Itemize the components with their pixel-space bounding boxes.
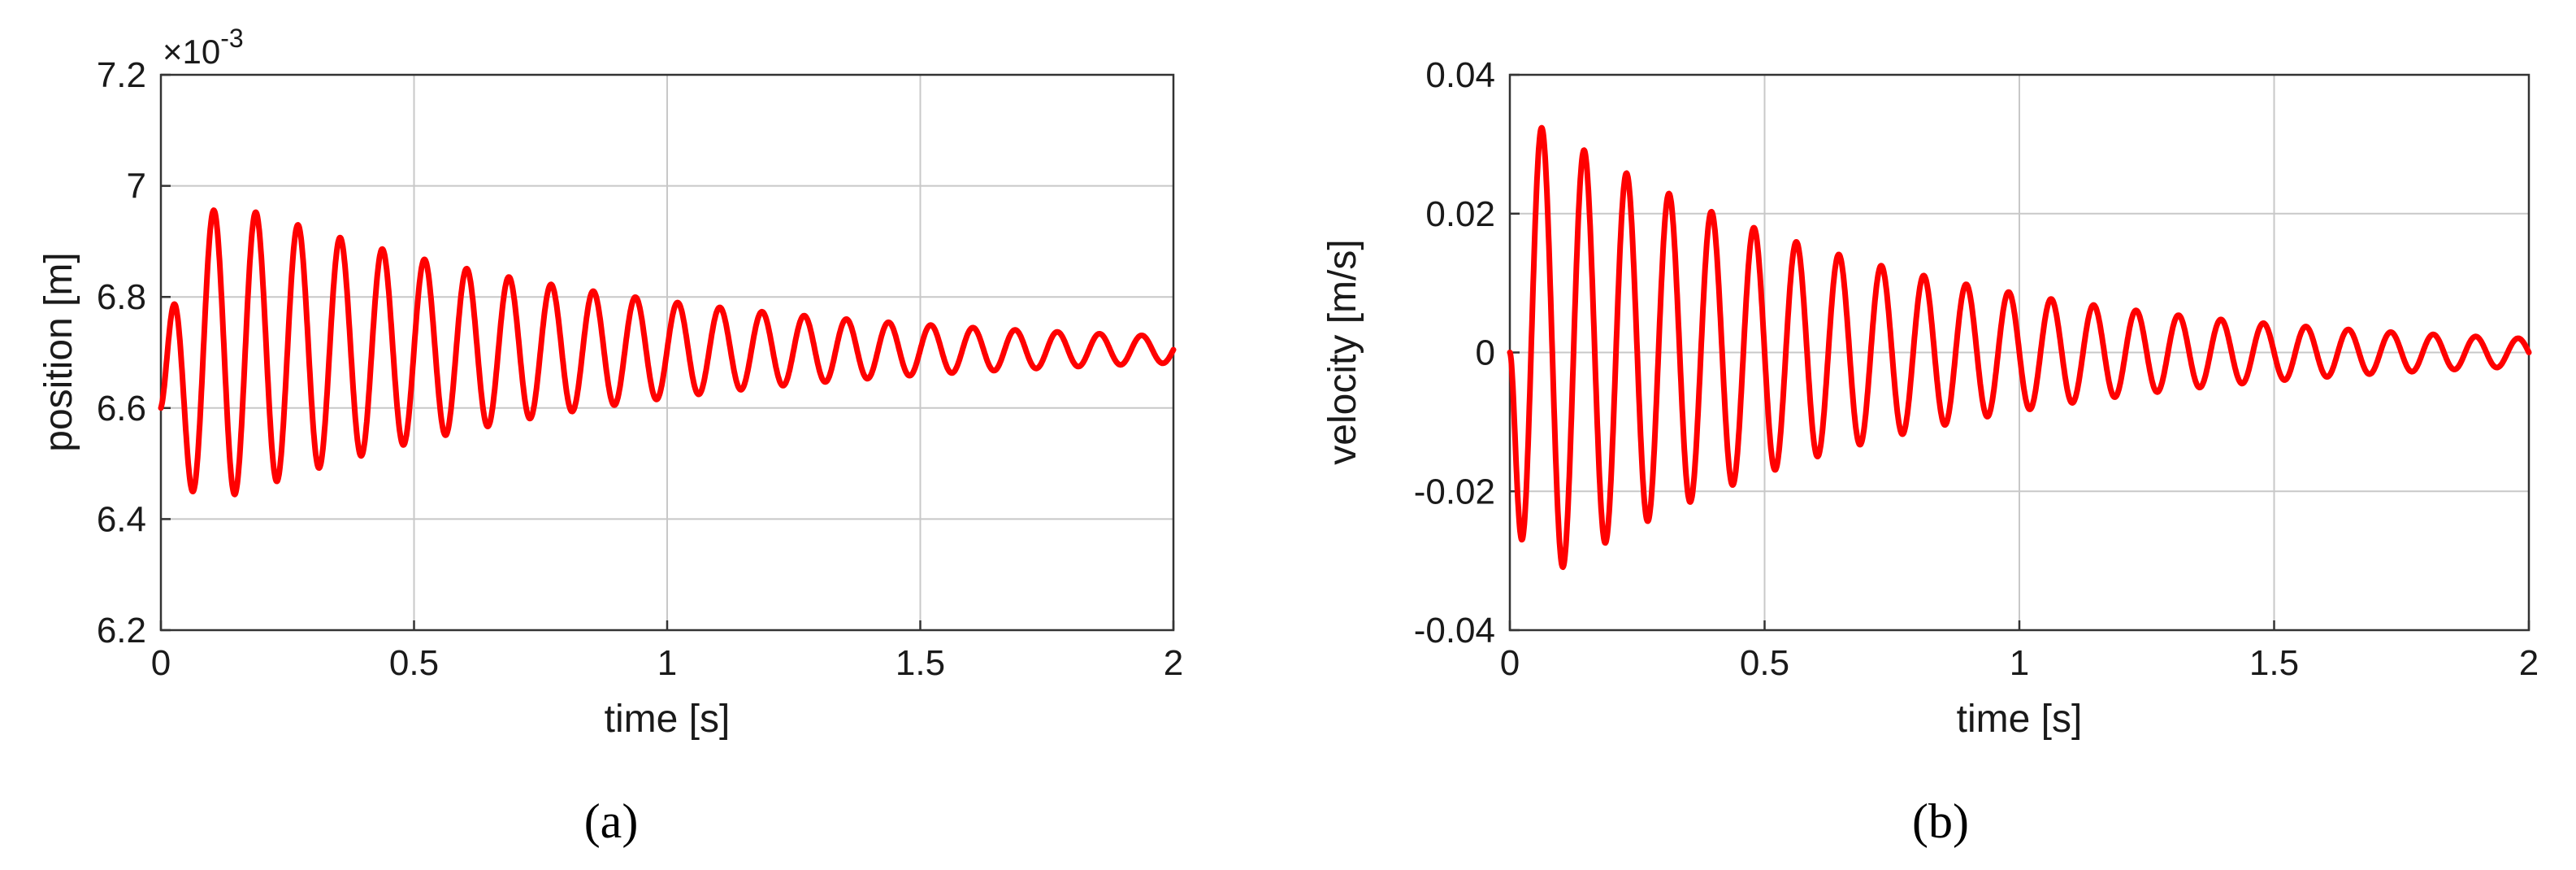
velocity-y-axis-label: velocity [m/s] xyxy=(1321,239,1364,464)
position-y-exponent-power: -3 xyxy=(220,24,243,53)
position-x-tick-label: 2 xyxy=(1164,643,1183,683)
position-chart: 0 0.5 1 1.5 2 6.2 6.4 6.6 6.8 7 7.2 time [s] posi… xyxy=(37,24,1183,848)
position-y-tick-label: 6.6 xyxy=(97,389,146,428)
velocity-x-tick-label: 2 xyxy=(2519,643,2539,683)
velocity-x-tick-label: 1 xyxy=(2010,643,2029,683)
position-y-tick-label: 6.2 xyxy=(97,611,146,650)
position-x-tick-label: 0.5 xyxy=(389,643,439,683)
position-y-exponent: ×10-3 xyxy=(163,24,244,71)
panel-label-a: (a) xyxy=(584,794,639,848)
velocity-x-axis-label: time [s] xyxy=(1957,698,2083,741)
position-x-tick-labels: 0 0.5 1 1.5 2 xyxy=(151,643,1183,683)
velocity-y-tick-label: -0.04 xyxy=(1414,611,1495,650)
position-x-tick-label: 0 xyxy=(151,643,171,683)
velocity-y-tick-label: 0 xyxy=(1476,333,1495,373)
velocity-y-tick-labels: -0.04 -0.02 0 0.02 0.04 xyxy=(1414,55,1495,650)
velocity-x-tick-label: 1.5 xyxy=(2249,643,2299,683)
position-x-tick-label: 1 xyxy=(657,643,677,683)
position-y-tick-label: 6.4 xyxy=(97,499,146,539)
panel-label-b: (b) xyxy=(1912,794,1969,848)
position-y-tick-labels: 6.2 6.4 6.6 6.8 7 7.2 xyxy=(97,55,146,650)
velocity-y-tick-label: 0.04 xyxy=(1425,55,1495,95)
position-y-tick-label: 6.8 xyxy=(97,277,146,317)
velocity-series-line xyxy=(1507,124,2532,570)
position-tick-marks xyxy=(159,73,1175,632)
position-grid xyxy=(161,75,1173,630)
position-y-tick-label: 7.2 xyxy=(97,55,146,95)
position-x-axis-label: time [s] xyxy=(605,698,731,741)
velocity-x-tick-label: 0.5 xyxy=(1740,643,1789,683)
velocity-chart: 0 0.5 1 1.5 2 -0.04 -0.02 0 0.02 0.04 time [s] v… xyxy=(1321,55,2539,848)
position-x-tick-label: 1.5 xyxy=(896,643,945,683)
position-y-axis-label: position [m] xyxy=(37,252,80,451)
velocity-x-tick-labels: 0 0.5 1 1.5 2 xyxy=(1500,643,2539,683)
velocity-y-tick-label: -0.02 xyxy=(1414,472,1495,511)
position-series-line xyxy=(158,207,1177,498)
velocity-y-tick-label: 0.02 xyxy=(1425,194,1495,234)
position-y-exponent-base: ×10 xyxy=(163,33,220,71)
position-y-tick-label: 7 xyxy=(127,167,146,207)
velocity-x-tick-label: 0 xyxy=(1500,643,1520,683)
